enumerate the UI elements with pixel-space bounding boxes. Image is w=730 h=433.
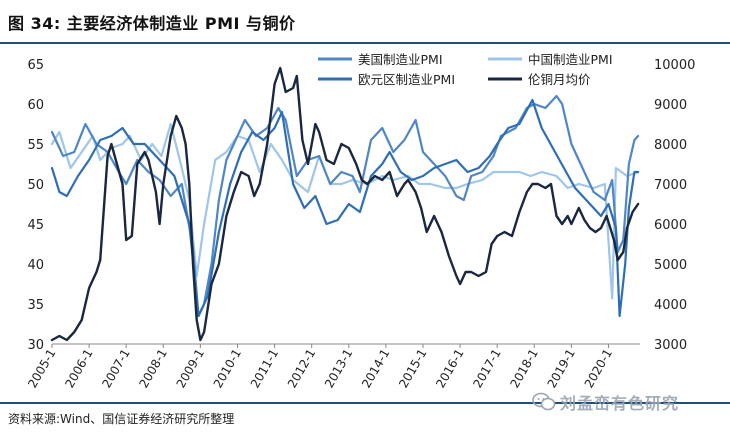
legend-label-us: 美国制造业PMI [358,52,443,67]
chart-series-layer [50,66,640,342]
x-tick-label: 2020-1 [582,347,615,391]
y-right-tick-label: 4000 [654,298,687,313]
y-left-tick-label: 65 [27,58,44,73]
x-tick-label: 2010-1 [211,347,244,391]
y-right-tick-label: 6000 [654,218,687,233]
y-left-tick-label: 55 [27,138,44,153]
watermark-text: 刘孟峦有色研究 [560,394,680,413]
x-tick-label: 2005-1 [25,347,58,391]
title-bar: 图 34: 主要经济体制造业 PMI 与铜价 [0,0,730,44]
x-tick-label: 2015-1 [396,347,429,391]
legend-label-euro: 欧元区制造业PMI [358,72,455,87]
source-note: 资料来源:Wind、国信证券经济研究所整理 [8,412,235,426]
y-right-tick-label: 7000 [654,178,687,193]
x-tick-label: 2018-1 [507,347,540,391]
x-tick-label: 2009-1 [174,347,207,391]
y-left-tick-label: 35 [27,298,44,313]
pmi-copper-chart: 30 35 40 45 50 55 60 65 3000 4000 5000 6000 7000 8000… [25,52,695,391]
x-tick-label: 2008-1 [137,347,170,391]
x-tick-label: 2007-1 [99,347,132,391]
y-right-tick-label: 10000 [654,58,695,73]
x-tick-label: 2016-1 [433,347,466,391]
page-title: 图 34: 主要经济体制造业 PMI 与铜价 [8,14,296,33]
chart-legend: 美国制造业PMI 中国制造业PMI 欧元区制造业PMI 伦铜月均价 [318,52,613,87]
footer-rule [0,402,730,404]
y-right-tick-label: 9000 [654,98,687,113]
y-right-tick-label: 8000 [654,138,687,153]
wechat-icon [532,392,556,411]
y-left-tick-label: 30 [27,338,44,353]
series-line-us [50,94,640,318]
legend-label-china: 中国制造业PMI [528,52,613,67]
x-tick-label: 2017-1 [470,346,503,390]
x-tick-label: 2019-1 [545,347,578,391]
legend-label-copper: 伦铜月均价 [528,72,591,87]
x-tick-label: 2013-1 [322,347,355,391]
x-tick-label: 2011-1 [248,347,281,391]
series-line-copper [50,66,640,342]
y-right-tick-label: 5000 [654,258,687,273]
y-right-tick-label: 3000 [654,338,687,353]
series-line-euro [50,98,640,318]
x-tick-label: 2014-1 [359,347,392,391]
x-tick-label: 2012-1 [285,347,318,391]
y-left-tick-label: 60 [27,98,44,113]
y-left-tick-label: 40 [27,258,44,273]
y-left-tick-label: 45 [27,218,44,233]
x-tick-label: 2006-1 [62,347,95,391]
y-left-tick-label: 50 [27,178,44,193]
